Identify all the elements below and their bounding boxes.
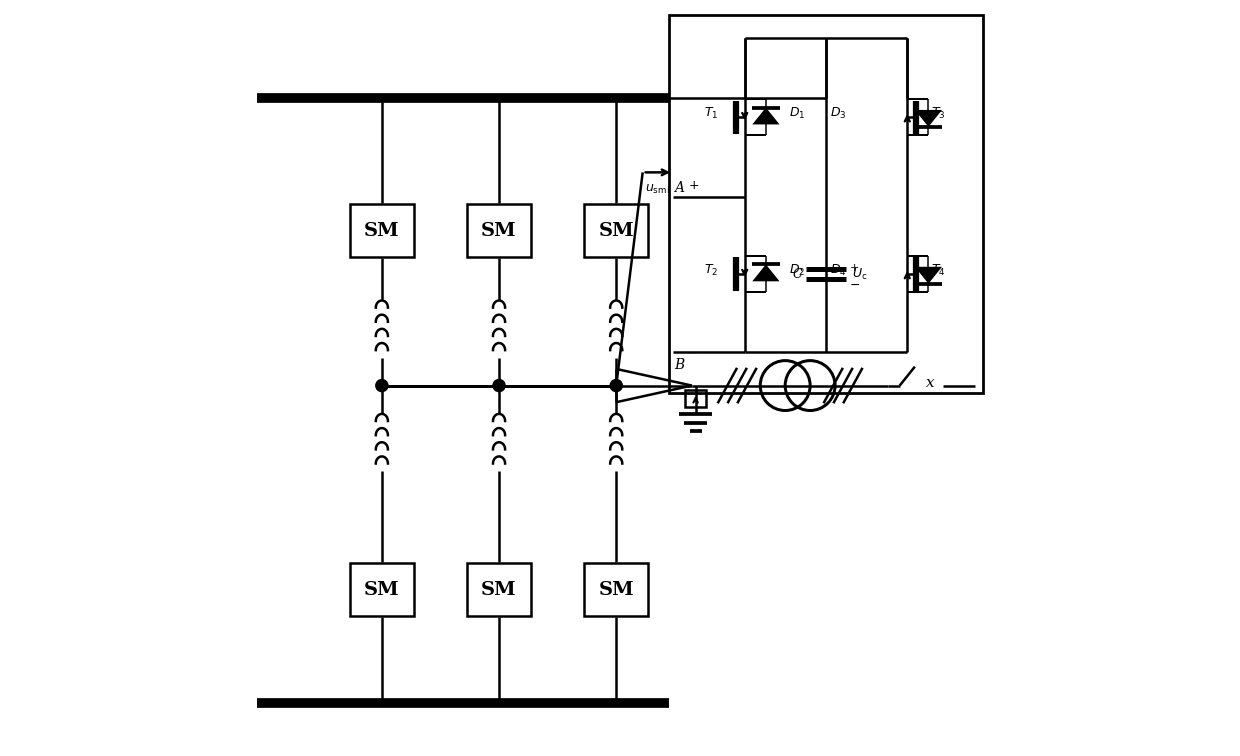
Circle shape [494, 380, 505, 392]
Text: $D_3$: $D_3$ [830, 106, 846, 121]
Bar [684, 390, 707, 407]
Polygon shape [915, 110, 942, 127]
Text: −: − [688, 347, 699, 361]
Polygon shape [753, 265, 780, 281]
Text: $T_3$: $T_3$ [931, 106, 946, 121]
Text: $T_1$: $T_1$ [704, 106, 718, 121]
Bar [584, 563, 649, 616]
Text: $D_1$: $D_1$ [789, 106, 805, 121]
Circle shape [376, 380, 388, 392]
Text: SM: SM [599, 222, 634, 240]
Text: SM: SM [481, 581, 517, 599]
Bar [467, 204, 531, 257]
Bar [584, 204, 649, 257]
Bar [670, 15, 983, 393]
Text: x: x [925, 376, 934, 390]
Text: A: A [675, 181, 684, 195]
Text: +: + [688, 179, 699, 192]
Text: $U_{\mathrm{c}}$: $U_{\mathrm{c}}$ [852, 267, 867, 281]
Bar [350, 204, 414, 257]
Bar [467, 563, 531, 616]
Text: C: C [792, 268, 802, 280]
Text: −: − [849, 279, 861, 292]
Text: $T_4$: $T_4$ [931, 263, 946, 277]
Text: SM: SM [481, 222, 517, 240]
Polygon shape [753, 107, 780, 125]
Text: $D_2$: $D_2$ [789, 263, 805, 277]
Polygon shape [915, 267, 942, 284]
Text: +: + [849, 263, 859, 273]
Circle shape [610, 380, 622, 392]
Text: $T_2$: $T_2$ [704, 263, 718, 277]
Text: B: B [675, 358, 684, 372]
Text: SM: SM [365, 581, 399, 599]
Text: $D_4$: $D_4$ [830, 263, 847, 277]
Text: SM: SM [599, 581, 634, 599]
Text: $u_{\mathrm{smi}}$: $u_{\mathrm{smi}}$ [645, 183, 670, 196]
Bar [350, 563, 414, 616]
Text: SM: SM [365, 222, 399, 240]
